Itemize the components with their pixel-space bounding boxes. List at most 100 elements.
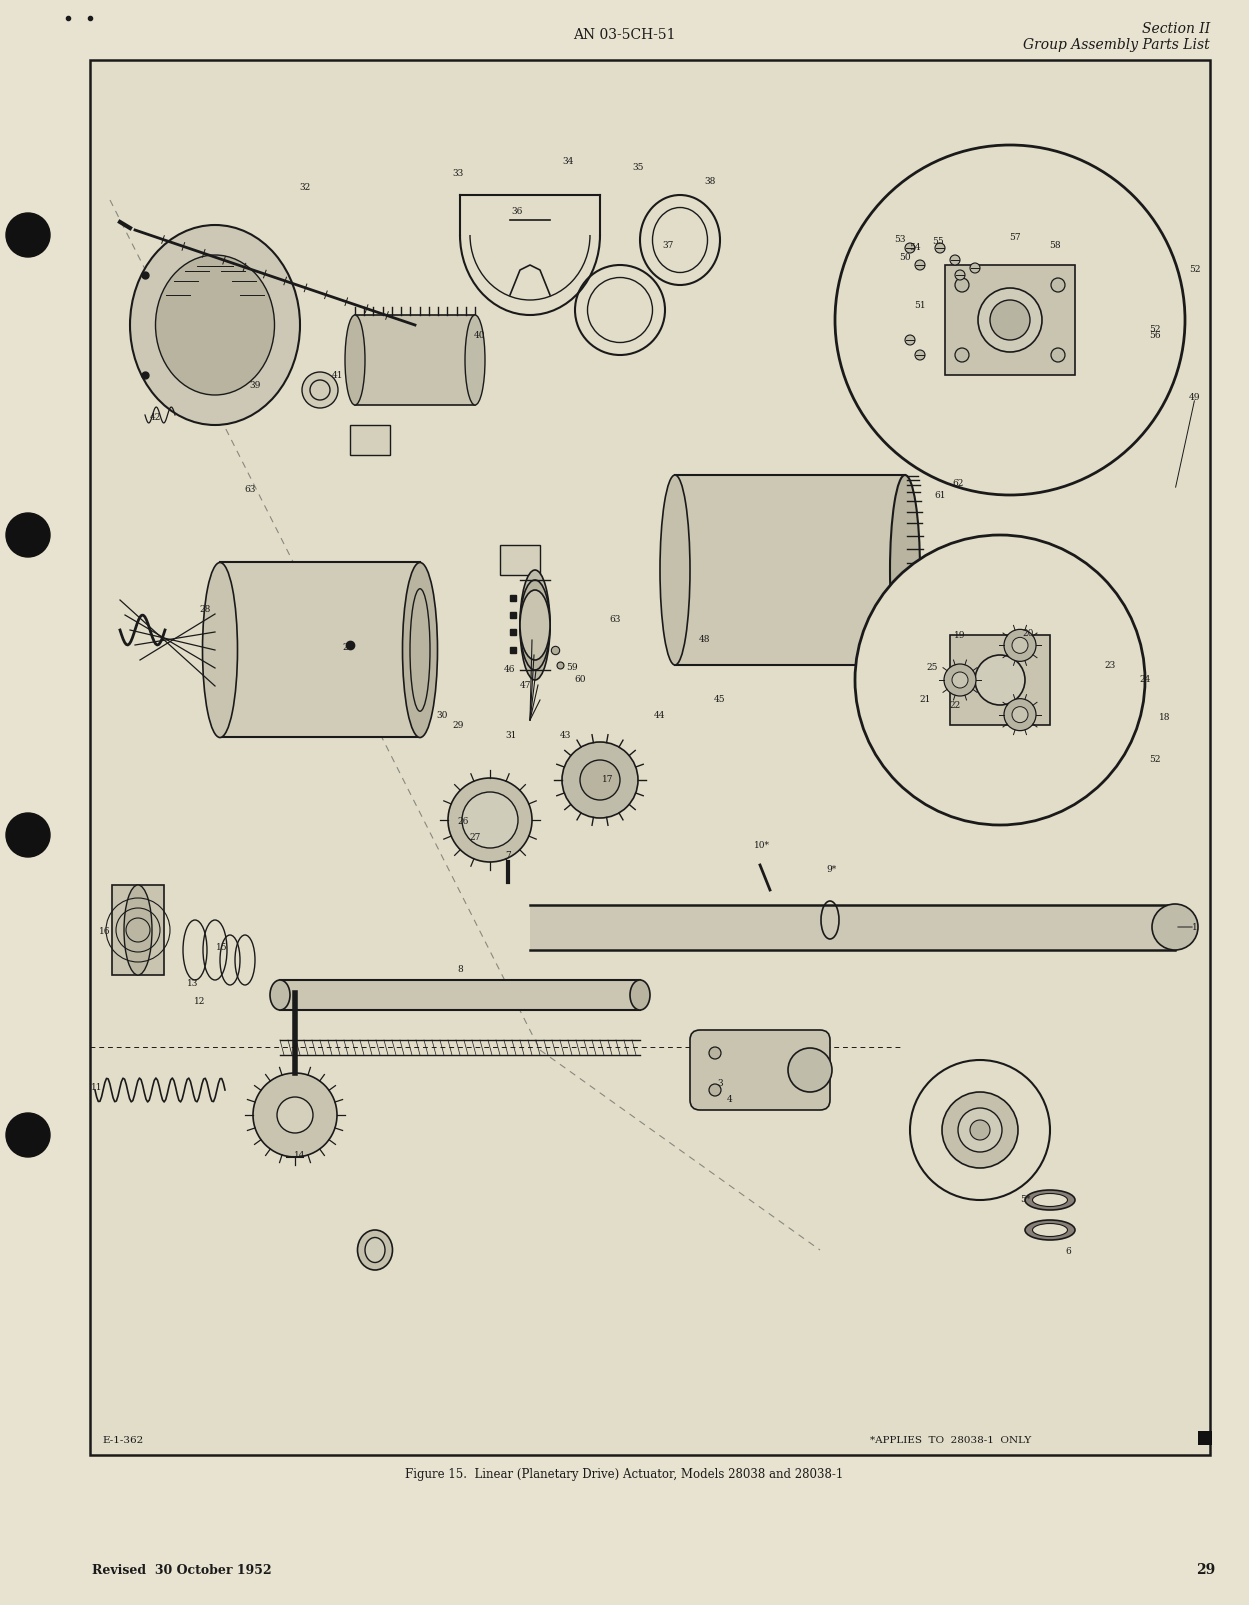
Text: 42: 42 <box>150 414 161 422</box>
Text: 20: 20 <box>1023 629 1034 639</box>
Text: 41: 41 <box>332 371 343 379</box>
Circle shape <box>6 814 50 857</box>
Text: 29: 29 <box>1195 1563 1215 1578</box>
Text: 15: 15 <box>216 942 227 952</box>
Circle shape <box>958 1107 1002 1152</box>
Text: 36: 36 <box>511 207 522 217</box>
Ellipse shape <box>130 225 300 425</box>
Circle shape <box>916 260 926 270</box>
Circle shape <box>580 761 620 799</box>
Text: 16: 16 <box>99 928 111 936</box>
Circle shape <box>302 372 338 408</box>
Circle shape <box>942 1091 1018 1168</box>
Circle shape <box>448 778 532 862</box>
Text: 31: 31 <box>506 730 517 740</box>
Text: 39: 39 <box>250 380 261 390</box>
Text: Section II: Section II <box>1142 22 1210 35</box>
Text: 11: 11 <box>91 1083 102 1093</box>
Text: 23: 23 <box>1104 661 1115 669</box>
Text: Revised  30 October 1952: Revised 30 October 1952 <box>92 1563 271 1576</box>
Circle shape <box>906 335 916 345</box>
Text: 46: 46 <box>505 666 516 674</box>
Circle shape <box>709 1046 721 1059</box>
Ellipse shape <box>659 475 689 664</box>
Bar <box>530 905 1175 950</box>
Circle shape <box>1012 706 1028 722</box>
Circle shape <box>955 278 969 292</box>
Ellipse shape <box>357 1229 392 1270</box>
Text: 49: 49 <box>1189 393 1200 403</box>
Text: 29: 29 <box>452 722 463 730</box>
Bar <box>950 636 1050 725</box>
Text: 2: 2 <box>342 644 347 653</box>
Text: 12: 12 <box>195 997 206 1006</box>
Circle shape <box>970 1120 990 1140</box>
Ellipse shape <box>1025 1220 1075 1241</box>
Ellipse shape <box>891 475 921 664</box>
Text: 51: 51 <box>914 300 926 310</box>
Text: 37: 37 <box>662 241 673 249</box>
Text: 57: 57 <box>1009 233 1020 242</box>
Text: 27: 27 <box>470 833 481 843</box>
Ellipse shape <box>270 981 290 1010</box>
Circle shape <box>836 144 1185 494</box>
Text: 45: 45 <box>714 695 726 705</box>
Circle shape <box>970 263 980 273</box>
Circle shape <box>856 534 1145 825</box>
Text: 59: 59 <box>566 663 578 672</box>
Ellipse shape <box>402 562 437 738</box>
Text: AN 03-5CH-51: AN 03-5CH-51 <box>573 27 676 42</box>
Text: E-1-362: E-1-362 <box>102 1436 144 1445</box>
Text: 63: 63 <box>245 485 256 494</box>
Circle shape <box>906 242 916 254</box>
Bar <box>220 562 420 737</box>
Text: 13: 13 <box>187 979 199 987</box>
Circle shape <box>1004 698 1035 730</box>
FancyBboxPatch shape <box>689 1030 831 1111</box>
Ellipse shape <box>1033 1223 1068 1236</box>
Circle shape <box>1050 348 1065 363</box>
Text: 40: 40 <box>475 331 486 340</box>
Bar <box>355 315 475 404</box>
Text: 60: 60 <box>575 676 586 684</box>
Text: 1: 1 <box>1192 923 1198 931</box>
Text: 4: 4 <box>727 1096 733 1104</box>
Text: 18: 18 <box>1159 714 1170 722</box>
Ellipse shape <box>345 315 365 404</box>
Circle shape <box>916 350 926 360</box>
Text: 56: 56 <box>1149 331 1160 340</box>
Text: 9*: 9* <box>827 865 837 875</box>
Circle shape <box>1012 637 1028 653</box>
Circle shape <box>944 664 975 697</box>
Text: 62: 62 <box>952 478 964 488</box>
Circle shape <box>462 791 518 847</box>
Circle shape <box>950 255 960 265</box>
Ellipse shape <box>365 1237 385 1263</box>
Bar <box>674 475 906 664</box>
Circle shape <box>911 1059 1050 1201</box>
Circle shape <box>6 1112 50 1157</box>
Bar <box>500 546 540 575</box>
Text: 53: 53 <box>894 236 906 244</box>
Text: 26: 26 <box>457 817 468 827</box>
Text: Figure 15.  Linear (Planetary Drive) Actuator, Models 28038 and 28038-1: Figure 15. Linear (Planetary Drive) Actu… <box>405 1469 843 1481</box>
Text: 47: 47 <box>521 681 532 690</box>
Bar <box>90 59 1210 1456</box>
Ellipse shape <box>1033 1194 1068 1207</box>
Text: 28: 28 <box>200 605 211 615</box>
Text: 52: 52 <box>1149 756 1160 764</box>
Ellipse shape <box>155 255 275 395</box>
Circle shape <box>788 1048 832 1091</box>
Circle shape <box>254 1074 337 1157</box>
Text: 30: 30 <box>436 711 447 719</box>
Text: 25: 25 <box>927 663 938 672</box>
Text: 32: 32 <box>300 183 311 193</box>
Circle shape <box>1152 904 1198 950</box>
Text: 52: 52 <box>1149 326 1160 334</box>
Circle shape <box>936 242 945 254</box>
Text: 55: 55 <box>932 238 944 247</box>
Ellipse shape <box>202 562 237 738</box>
Circle shape <box>6 213 50 257</box>
Text: 5*: 5* <box>1020 1196 1030 1204</box>
Circle shape <box>978 287 1042 351</box>
